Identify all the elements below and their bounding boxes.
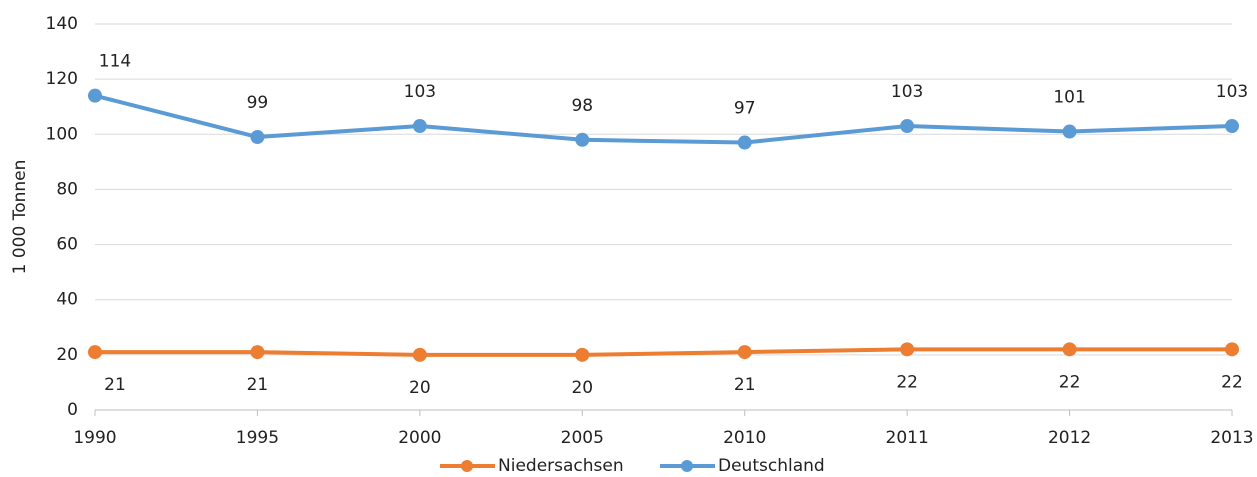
legend-marker <box>681 460 693 472</box>
legend-marker <box>461 460 473 472</box>
data-point <box>88 345 102 360</box>
data-point <box>412 119 427 134</box>
data-label: 99 <box>247 93 269 113</box>
y-tick-label: 60 <box>56 235 78 255</box>
data-point <box>412 347 427 362</box>
x-tick-label: 2013 <box>1210 428 1253 448</box>
data-label: 114 <box>99 52 131 72</box>
data-label: 22 <box>1221 372 1243 392</box>
data-label: 22 <box>896 372 918 392</box>
x-tick-label: 2011 <box>886 428 929 448</box>
x-tick-label: 1995 <box>236 428 279 448</box>
y-tick-label: 120 <box>46 69 78 89</box>
y-tick-label: 0 <box>67 400 78 420</box>
series-line <box>94 93 1233 145</box>
data-point <box>1225 342 1239 357</box>
data-label: 20 <box>571 378 593 398</box>
x-tick-label: 1990 <box>73 428 116 448</box>
data-point <box>88 88 102 103</box>
data-point <box>1225 119 1239 134</box>
y-tick-label: 20 <box>56 345 78 365</box>
data-point <box>737 135 752 150</box>
legend-label: Deutschland <box>718 456 825 476</box>
data-label: 21 <box>104 375 126 395</box>
data-point <box>250 130 265 145</box>
data-label: 98 <box>571 96 593 116</box>
data-point <box>575 347 590 362</box>
y-tick-label: 140 <box>46 14 78 34</box>
data-label: 103 <box>891 82 923 102</box>
data-point <box>1062 342 1077 357</box>
x-tick-label: 2000 <box>398 428 441 448</box>
data-label: 20 <box>409 378 431 398</box>
data-point <box>250 345 265 360</box>
data-label: 103 <box>1216 82 1248 102</box>
y-tick-label: 80 <box>56 179 78 199</box>
data-point <box>900 119 915 134</box>
data-label: 21 <box>247 375 269 395</box>
series-line <box>95 347 1232 357</box>
y-tick-label: 100 <box>46 124 78 144</box>
data-point <box>575 132 590 147</box>
data-label: 22 <box>1059 372 1081 392</box>
x-tick-label: 2012 <box>1048 428 1091 448</box>
data-point <box>1062 124 1077 139</box>
y-axis-label: 1 000 Tonnen <box>10 160 30 275</box>
data-label: 101 <box>1053 88 1085 108</box>
data-point <box>737 345 752 360</box>
data-label: 103 <box>404 82 436 102</box>
x-tick-label: 2010 <box>723 428 766 448</box>
x-tick-label: 2005 <box>561 428 604 448</box>
data-label: 21 <box>734 375 756 395</box>
legend-label: Niedersachsen <box>498 456 624 476</box>
data-label: 97 <box>734 99 756 119</box>
data-point <box>900 342 915 357</box>
y-tick-label: 40 <box>56 290 78 310</box>
